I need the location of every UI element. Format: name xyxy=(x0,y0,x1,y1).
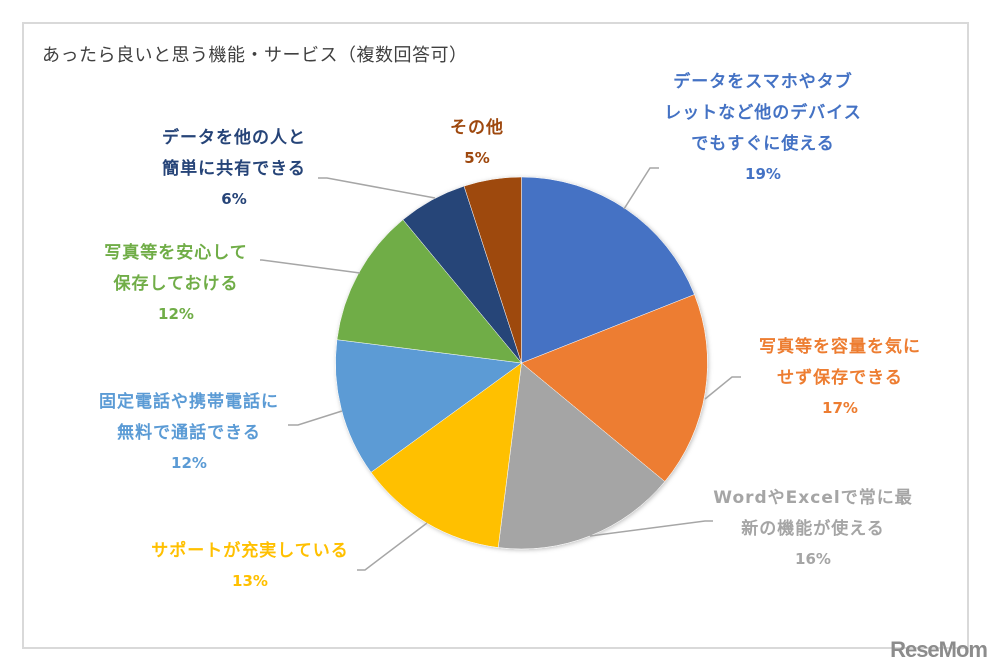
label-line: データを他の人と xyxy=(162,128,306,148)
leader-line-s4 xyxy=(288,410,343,426)
label-percent: 5% xyxy=(464,149,490,167)
label-line: 保存しておける xyxy=(113,274,239,294)
label-line: 新の機能が使える xyxy=(741,519,885,539)
data-label-other: その他 5% xyxy=(450,113,504,172)
pie-slice-1 xyxy=(521,294,708,482)
label-line: 写真等を容量を気に xyxy=(759,337,921,357)
leader-line-s5 xyxy=(260,259,361,274)
label-line: せず保存できる xyxy=(777,368,903,388)
label-line: 無料で通話できる xyxy=(117,423,261,443)
label-line: データをスマホやタブ xyxy=(673,72,853,92)
resemom-logo: ReseMom xyxy=(890,637,988,662)
label-line: 固定電話や携帯電話に xyxy=(99,392,279,412)
chart-title: あったら良いと思う機能・サービス（複数回答可） xyxy=(42,45,468,66)
leader-line-s6 xyxy=(318,177,436,199)
label-percent: 12% xyxy=(158,305,194,323)
pie-slice-7 xyxy=(463,176,522,364)
label-percent: 6% xyxy=(221,190,247,208)
label-percent: 19% xyxy=(745,165,781,183)
data-label-storage: 写真等を容量を気に せず保存できる 17% xyxy=(759,332,921,422)
label-percent: 12% xyxy=(171,454,207,472)
pie-slice-4 xyxy=(335,339,523,473)
label-line: レットなど他のデバイス xyxy=(664,103,862,123)
label-percent: 17% xyxy=(822,399,858,417)
label-line: 写真等を安心して xyxy=(104,243,248,263)
label-line: WordやExcelで常に最 xyxy=(713,488,913,508)
label-line: 簡単に共有できる xyxy=(162,159,306,179)
label-line: その他 xyxy=(450,118,504,138)
pie-slices xyxy=(335,176,708,550)
data-label-support: サポートが充実している 13% xyxy=(151,536,349,595)
data-label-photo-safe: 写真等を安心して 保存しておける 12% xyxy=(104,238,248,328)
leader-lines xyxy=(260,167,741,571)
data-label-office-latest: WordやExcelで常に最 新の機能が使える 16% xyxy=(713,483,912,573)
label-line: サポートが充実している xyxy=(151,541,349,561)
pie-slice-0 xyxy=(521,176,695,364)
label-percent: 13% xyxy=(232,572,268,590)
leader-line-s2 xyxy=(589,520,713,537)
leader-line-s3 xyxy=(357,522,428,571)
pie-slice-2 xyxy=(497,362,666,550)
data-label-free-calls: 固定電話や携帯電話に 無料で通話できる 12% xyxy=(99,387,279,477)
label-line: でもすぐに使える xyxy=(691,134,835,154)
label-percent: 16% xyxy=(795,550,831,568)
data-label-mobile-sync: データをスマホやタブ レットなど他のデバイス でもすぐに使える 19% xyxy=(664,67,862,188)
data-label-share: データを他の人と 簡単に共有できる 6% xyxy=(162,123,306,213)
leader-line-s0 xyxy=(623,167,659,210)
leader-line-s1 xyxy=(704,376,741,400)
